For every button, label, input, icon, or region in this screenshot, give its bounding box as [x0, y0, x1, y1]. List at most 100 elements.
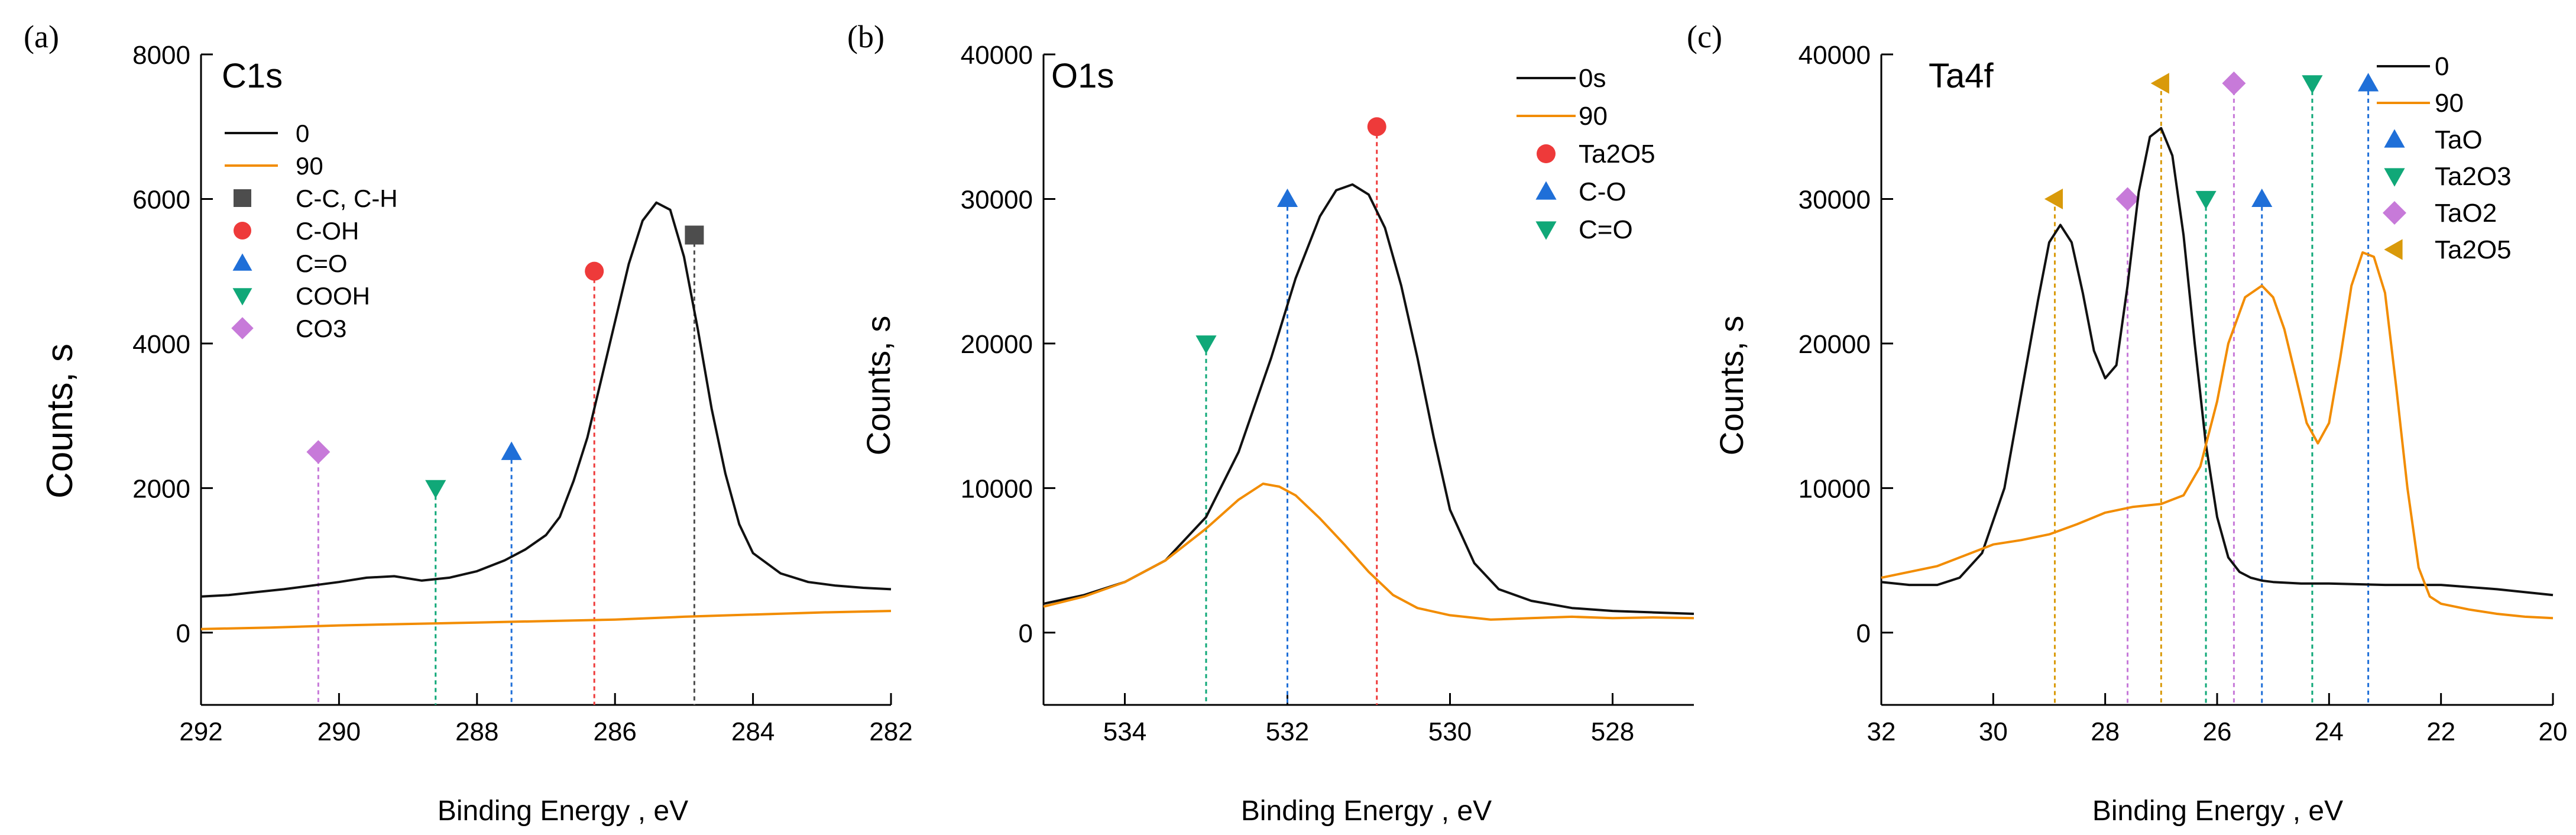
marker-c-o	[1195, 335, 1217, 354]
marker-c-o	[1276, 188, 1298, 208]
y-tick-label: 2000	[132, 474, 190, 503]
legend-label-90: 90	[296, 152, 323, 180]
marker-tao	[2358, 73, 2379, 92]
x-tick-label: 284	[731, 717, 775, 746]
x-tick-label: 286	[593, 717, 636, 746]
y-tick-label: 0	[1019, 619, 1033, 648]
y-tick-label: 40000	[1799, 41, 1871, 70]
x-axis-label: Binding Energy , eV	[1241, 795, 1492, 827]
legend-label-tao2: TaO2	[2435, 199, 2497, 228]
panel-letter: (c)	[1687, 19, 1722, 54]
x-tick-label: 528	[1591, 717, 1634, 746]
marker-ta2o5	[1367, 117, 1386, 137]
legend-marker-ta2o5	[1537, 144, 1556, 163]
legend-marker-c-o	[1535, 221, 1557, 240]
y-tick-label: 10000	[1799, 474, 1871, 503]
panel-title: Ta4f	[1929, 57, 1994, 95]
y-tick-label: 30000	[961, 185, 1033, 214]
plot-area-c1s: 0 2000 4000 6000 8000 292 290 288 286 284 282 0 90 C-…	[132, 41, 913, 746]
panel-title: O1s	[1051, 57, 1114, 95]
x-tick-label: 22	[2426, 717, 2455, 746]
y-tick-label: 0	[176, 619, 190, 648]
marker-co3	[306, 440, 330, 464]
legend-marker-tao	[2384, 129, 2405, 148]
legend-label-0: 0	[296, 119, 309, 147]
legend-label-0s: 0s	[1579, 64, 1606, 93]
marker-c-o	[501, 441, 522, 460]
y-axis-label: Counts, s	[860, 316, 897, 456]
legend-label-c-o: C-O	[1579, 177, 1626, 206]
panel-title: C1s	[222, 57, 283, 95]
legend-label-co3: CO3	[296, 315, 346, 342]
y-tick-label: 20000	[1799, 330, 1871, 359]
y-tick-label: 20000	[961, 330, 1033, 359]
legend-label-ta2o5: Ta2O5	[1579, 140, 1655, 169]
marker-ta2o3	[2302, 75, 2323, 94]
legend-marker-ta2o5	[2384, 239, 2403, 260]
y-tick-label: 4000	[132, 330, 190, 359]
x-tick-label: 282	[869, 717, 912, 746]
legend-marker-cooh	[232, 288, 252, 306]
panel-b: (b) O1s Binding Energy , eV Counts, s 0 1…	[847, 19, 1694, 827]
legend-label-tao: TaO	[2435, 125, 2483, 154]
legend: 0 90 TaO Ta2O3 TaO2 Ta2O5	[2377, 52, 2512, 264]
y-axis-label: Counts, s	[40, 344, 80, 499]
x-tick-label: 24	[2315, 717, 2344, 746]
marker-ta2o5	[2150, 73, 2169, 94]
marker-tao2	[2222, 71, 2246, 95]
x-axis-label: Binding Energy , eV	[438, 795, 688, 827]
marker-tao2	[2115, 187, 2140, 211]
panel-a: (a) C1s Binding Energy , eV Counts, s 0 2…	[24, 19, 913, 827]
series-line-0	[200, 201, 892, 598]
marker-ta2o5	[2044, 188, 2063, 210]
series-line-0s	[1043, 183, 1694, 615]
y-tick-label: 10000	[961, 474, 1033, 503]
y-tick-label: 6000	[132, 185, 190, 214]
series-line-0	[1881, 127, 2554, 597]
marker-c-c-c-h	[685, 225, 704, 245]
legend-label-ta2o5: Ta2O5	[2435, 235, 2512, 264]
legend: 0 90 C-C, C-H C-OH C=O COOH CO3	[225, 119, 398, 342]
legend-marker-ta2o3	[2384, 168, 2405, 187]
series-line-90	[1881, 251, 2554, 620]
y-tick-label: 0	[1856, 619, 1871, 648]
x-tick-label: 288	[455, 717, 498, 746]
marker-ta2o3	[2195, 190, 2217, 210]
legend-label-ta2o3: Ta2O3	[2435, 162, 2512, 191]
y-tick-label: 8000	[132, 41, 190, 70]
legend-label-0: 0	[2435, 52, 2449, 81]
series-line-90	[200, 610, 892, 630]
x-tick-label: 534	[1103, 717, 1146, 746]
legend-marker-tao2	[2383, 201, 2406, 225]
y-axis-label: Counts, s	[1713, 316, 1750, 456]
y-tick-label: 40000	[961, 41, 1033, 70]
x-tick-label: 26	[2203, 717, 2232, 746]
panel-c: (c) Ta4f Binding Energy , eV Counts, s 0…	[1687, 19, 2567, 827]
x-tick-label: 530	[1428, 717, 1472, 746]
legend-label-cooh: COOH	[296, 282, 370, 310]
panel-letter: (a)	[24, 19, 59, 54]
legend-label-c-c-c-h: C-C, C-H	[296, 185, 398, 212]
legend-marker-c-o	[232, 253, 252, 271]
legend-marker-c-o	[1535, 181, 1557, 200]
x-tick-label: 290	[317, 717, 361, 746]
marker-c-oh	[585, 261, 604, 281]
legend-label-c-o: C=O	[1579, 215, 1633, 244]
x-tick-label: 20	[2539, 717, 2568, 746]
legend-label-90: 90	[2435, 89, 2464, 118]
x-tick-label: 532	[1266, 717, 1309, 746]
legend-marker-c-c-c-h	[234, 189, 251, 207]
plot-area-ta4f: 0 10000 20000 30000 40000 32 30 28 26 24 22 20 0 90 Ta…	[1799, 41, 2568, 746]
legend-marker-c-oh	[234, 222, 251, 240]
legend-label-c-o: C=O	[296, 250, 348, 277]
x-axis-label: Binding Energy , eV	[2092, 795, 2343, 827]
panel-letter: (b)	[847, 19, 884, 54]
legend-label-c-oh: C-OH	[296, 217, 359, 245]
legend-label-90: 90	[1579, 102, 1608, 131]
marker-cooh	[425, 480, 446, 499]
legend-marker-co3	[231, 317, 254, 339]
y-tick-label: 30000	[1799, 185, 1871, 214]
series-line-90	[1043, 483, 1694, 621]
x-tick-label: 32	[1867, 717, 1896, 746]
